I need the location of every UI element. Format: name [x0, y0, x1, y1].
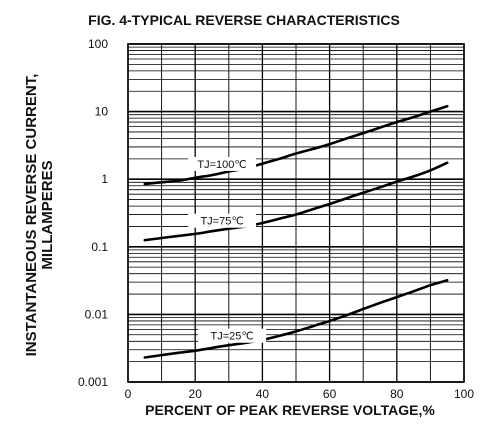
y-tick-label: 0.001 [78, 375, 108, 389]
y-axis-label: INSTANTANEOUS REVERSE CURRENT, MILLAMPER… [23, 73, 56, 357]
y-axis-label-line2: MILLAMPERES [39, 160, 56, 270]
y-axis-label-line1: INSTANTANEOUS REVERSE CURRENT, [23, 73, 40, 357]
series-label-bg [188, 156, 257, 171]
y-tick-label: 0.1 [91, 240, 108, 254]
plot-frame [127, 43, 465, 383]
x-tick-label: 20 [189, 387, 203, 401]
y-axis-label-container: INSTANTANEOUS REVERSE CURRENT, MILLAMPER… [0, 0, 60, 438]
x-tick-label: 80 [390, 387, 404, 401]
series-label-bg [198, 328, 267, 343]
y-tick-label: 100 [88, 37, 108, 51]
series-label: TJ=75℃ [200, 216, 243, 228]
series-line-2 [143, 161, 449, 242]
series-label-bg [188, 213, 257, 228]
series-label: TJ=100℃ [197, 159, 246, 171]
x-tick-label: 60 [323, 387, 337, 401]
series-line-1 [143, 104, 449, 186]
chart-title: FIG. 4-TYPICAL REVERSE CHARACTERISTICS [88, 12, 400, 28]
series-label: TJ=25℃ [211, 331, 254, 343]
x-axis-label: PERCENT OF PEAK REVERSE VOLTAGE,% [145, 402, 435, 418]
x-tick-label: 0 [125, 387, 132, 401]
y-tick-label: 1 [101, 172, 108, 186]
y-tick-label: 10 [95, 105, 109, 119]
x-tick-label: 40 [256, 387, 270, 401]
series-line-3 [143, 279, 449, 359]
y-tick-label: 0.01 [85, 307, 109, 321]
x-tick-label: 100 [454, 387, 474, 401]
